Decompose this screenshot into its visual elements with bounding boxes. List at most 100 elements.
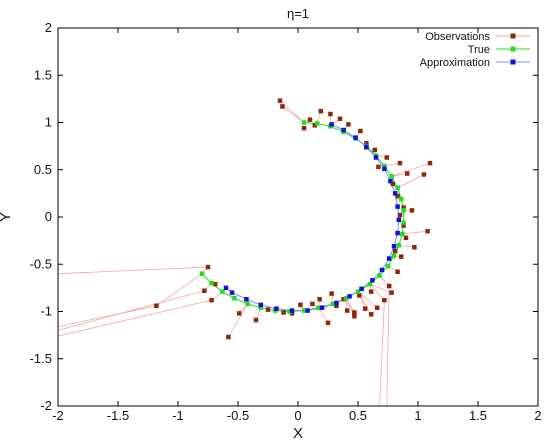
observation-residual-line: [398, 244, 415, 248]
true-point: [400, 231, 405, 237]
legend-label: Observations: [425, 31, 490, 43]
observation-residual-line: [279, 100, 305, 123]
observations-point: [398, 254, 404, 259]
observations-point: [289, 311, 295, 316]
plot-frame: [57, 27, 539, 407]
x-tick-label: 0: [294, 408, 301, 423]
approximation-point: [244, 296, 249, 302]
observations-point: [236, 311, 242, 316]
observation-residual-line: [397, 174, 425, 189]
approximation-point: [289, 308, 295, 313]
x-tick-label: 0.5: [349, 408, 367, 423]
approximation-point: [391, 244, 397, 249]
observations-point: [212, 281, 218, 287]
approximation-point: [388, 178, 393, 184]
observations-point: [298, 302, 303, 308]
true-point: [330, 301, 336, 307]
approximation-point: [274, 306, 279, 311]
observations-point: [352, 313, 357, 319]
observations-point: [318, 108, 324, 114]
observations-point: [362, 306, 368, 311]
y-tick-label: 0.5: [34, 162, 52, 177]
true-point: [314, 121, 320, 126]
observations-point: [154, 303, 159, 309]
observation-residual-line: [369, 283, 392, 293]
true-point: [209, 280, 214, 286]
approximation-point: [329, 122, 334, 127]
observations-point: [205, 264, 211, 270]
observation-residual-line: [282, 106, 305, 123]
observations-point: [409, 208, 415, 213]
approximation-point: [382, 166, 387, 172]
observation-residual-line: [318, 307, 329, 324]
observations-point: [368, 312, 374, 317]
approximation-point: [229, 290, 235, 295]
observations-point: [401, 205, 406, 210]
approximation-point: [370, 278, 375, 283]
observation-residual-line: [391, 162, 431, 177]
observations-point: [390, 181, 396, 187]
true-point: [245, 301, 250, 307]
approximation-point: [379, 267, 385, 273]
true-point: [377, 273, 382, 278]
true-point: [385, 263, 391, 269]
y-tick-label: 2: [45, 20, 52, 35]
observations-point: [382, 297, 387, 303]
legend-marker: [510, 33, 516, 39]
observations-point: [412, 244, 417, 250]
observations-point: [317, 296, 322, 302]
observations-point: [368, 289, 374, 294]
observations-point: [421, 172, 427, 177]
observations-point: [374, 305, 380, 310]
observation-error-line: [58, 266, 209, 275]
approximation-point: [305, 308, 310, 313]
observations-point: [401, 223, 406, 228]
observations-point: [427, 160, 433, 166]
observations-point: [364, 141, 369, 146]
true-point: [391, 253, 397, 258]
observations-point: [307, 117, 313, 122]
observations-point: [395, 269, 400, 275]
observations-point: [397, 212, 403, 218]
true-point: [401, 220, 406, 225]
observations-point: [281, 310, 286, 315]
true-point: [401, 208, 406, 213]
approximation-point: [395, 230, 400, 236]
observations-point: [372, 147, 378, 153]
x-tick-label: -0.5: [227, 408, 249, 423]
observations-point: [352, 310, 357, 315]
approximation-point: [395, 204, 400, 209]
observations-point: [325, 320, 331, 326]
observation-residual-line: [384, 162, 401, 167]
true-point: [287, 309, 292, 314]
approximation-point: [319, 305, 325, 310]
observations-point: [209, 297, 214, 303]
approximation-point: [347, 294, 352, 299]
true-point: [316, 305, 321, 310]
observations-point: [310, 301, 315, 307]
true-point: [389, 174, 394, 179]
x-tick-label: -2: [52, 408, 64, 423]
approximation-point: [396, 217, 402, 223]
true-point: [232, 296, 237, 301]
observations-point: [312, 123, 318, 128]
true-point: [199, 271, 205, 276]
y-tick-label: -2: [40, 398, 52, 413]
observations-point: [337, 116, 343, 121]
legend-marker: [510, 59, 516, 65]
observation-residual-line: [156, 273, 203, 307]
observations-point: [397, 160, 403, 166]
x-axis-title: X: [293, 425, 303, 442]
approximation-point: [258, 302, 264, 308]
x-tick-label: 1.5: [469, 408, 487, 423]
plot-area: [58, 98, 433, 406]
observation-residual-line: [369, 283, 385, 301]
observations-point: [403, 235, 409, 241]
approximation-point: [386, 256, 392, 261]
true-point: [355, 289, 361, 294]
observation-error-line: [386, 285, 390, 406]
approximation-point: [392, 191, 398, 196]
